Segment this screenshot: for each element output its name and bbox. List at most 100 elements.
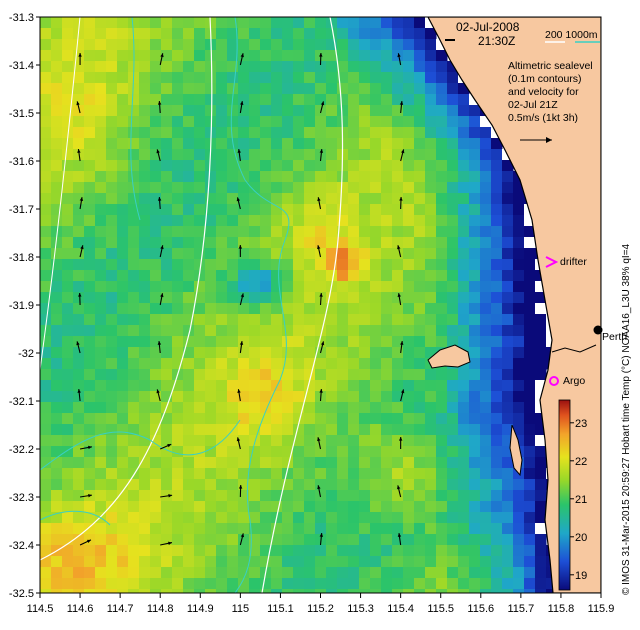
lat-tick-label: -32.5 [9,588,34,600]
sst-grid [40,17,558,593]
velocity-arrowhead [319,533,324,537]
lon-tick-label: 115.8 [548,603,575,615]
lat-tick-label: -32.3 [9,492,34,504]
velocity-arrowhead [80,245,84,250]
map-time: 21:30Z [478,34,515,48]
velocity-vectors [76,52,405,546]
velocity-arrowhead [160,293,164,298]
map-date: 02-Jul-2008 [456,20,520,34]
sealevel-note-1: Altimetric sealevel [508,60,593,72]
velocity-arrowhead [88,493,92,498]
velocity-arrowhead [400,389,405,394]
sealevel-contour-2 [130,17,141,221]
velocity-arrowhead [319,53,323,57]
lat-tick-label: -31.4 [9,60,34,72]
velocity-arrowhead [319,293,323,297]
velocity-arrowhead [76,341,80,346]
lat-tick-label: -31.7 [9,204,34,216]
colorbar-ticks: 23 22 21 20 19 [570,418,587,582]
velocity-arrowhead [317,485,321,490]
velocity-arrowhead [160,53,164,58]
isobath-1000m [40,17,213,561]
lon-tick-label: 114.5 [27,603,54,615]
isobath-extra [40,17,81,371]
colorbar-tick-label: 22 [575,456,587,468]
garden-island [509,424,523,477]
drifter-marker [545,256,559,268]
lon-tick-label: 114.8 [147,603,174,615]
velocity-arrowhead [167,444,172,448]
velocity-arrowhead [157,197,162,201]
velocity-arrowhead [160,245,164,250]
lon-tick-label: 115 [232,603,250,615]
velocity-arrowhead [168,494,173,498]
lon-tick-label: 114.9 [187,603,214,615]
lat-tick-label: -32.1 [9,396,34,408]
velocity-arrowhead [397,533,402,537]
velocity-arrowhead [320,101,325,106]
velocity-arrowhead [239,341,244,345]
velocity-arrowhead [319,149,324,153]
velocity-arrowhead [398,437,403,441]
velocity-arrowhead [399,101,404,105]
sealevel-note-3: and velocity for [508,86,579,98]
lat-tick-label: -31.9 [9,300,34,312]
lon-tick-label: 115.3 [347,603,374,615]
lon-tick-label: 115.4 [387,603,414,615]
argo-label: Argo [563,375,585,387]
velocity-arrowhead [237,149,241,153]
lon-tick-label: 114.7 [107,603,134,615]
lat-tick-label: -32.2 [9,444,34,456]
depth-legend: 200 1000m [545,29,598,41]
isobath-200m [261,17,344,593]
lon-tick-label: 115.1 [267,603,294,615]
velocity-arrowhead [78,293,82,297]
velocity-arrowhead [317,197,321,202]
velocity-arrowhead [157,101,162,105]
sealevel-contour-3 [40,419,241,471]
latitude-axis: -31.3 -31.4 -31.5 -31.6 -31.7 -31.8 -31.9 -32 -3… [9,12,40,600]
lat-tick-label: -31.3 [9,12,34,24]
lon-tick-label: 115.7 [507,603,534,615]
velocity-arrowhead [397,245,401,250]
velocity-arrowhead [157,341,162,345]
lon-tick-label: 115.5 [427,603,454,615]
vertical-credit-label: © IMOS 31-Mar-2015 20:59:27 Hobart time … [621,243,632,595]
scale-arrowhead [546,137,552,143]
rottnest-island [427,344,471,369]
velocity-arrowhead [76,101,80,106]
lat-tick-label: -31.8 [9,252,34,264]
land-mass [427,17,601,593]
velocity-arrowhead [77,389,81,393]
lat-tick-label: -31.6 [9,156,34,168]
lat-tick-label: -32.4 [9,540,34,552]
velocity-arrowhead [156,149,160,154]
velocity-arrowhead [317,245,321,250]
velocity-arrowhead [401,149,405,154]
velocity-arrowhead [240,533,245,538]
argo-marker [549,376,559,386]
velocity-arrowhead [238,245,243,249]
sealevel-contour-1 [230,17,290,593]
lon-tick-label: 115.6 [467,603,494,615]
velocity-arrowhead [396,485,401,490]
velocity-arrowhead [88,445,92,450]
colorbar-tick-label: 21 [575,494,587,506]
colorbar-tick-label: 23 [575,418,587,430]
colorbar-tick-label: 20 [575,532,587,544]
colorbar-tick-label: 19 [575,570,587,582]
velocity-arrowhead [240,53,244,58]
sealevel-note-4: 02-Jul 21Z [508,99,558,111]
velocity-arrowhead [86,539,91,544]
city-marker [593,325,603,335]
velocity-arrowhead [238,485,243,489]
velocity-arrowhead [320,341,325,346]
sealevel-note-2: (0.1m contours) [508,73,582,85]
longitude-axis: 114.5 114.6 114.7 114.8 114.9 115 115.1 115.2 11… [27,593,614,615]
velocity-arrowhead [319,389,323,393]
velocity-arrowhead [397,293,401,298]
velocity-arrowhead [397,53,401,58]
velocity-arrowhead [168,541,172,546]
velocity-arrowhead [236,197,241,202]
